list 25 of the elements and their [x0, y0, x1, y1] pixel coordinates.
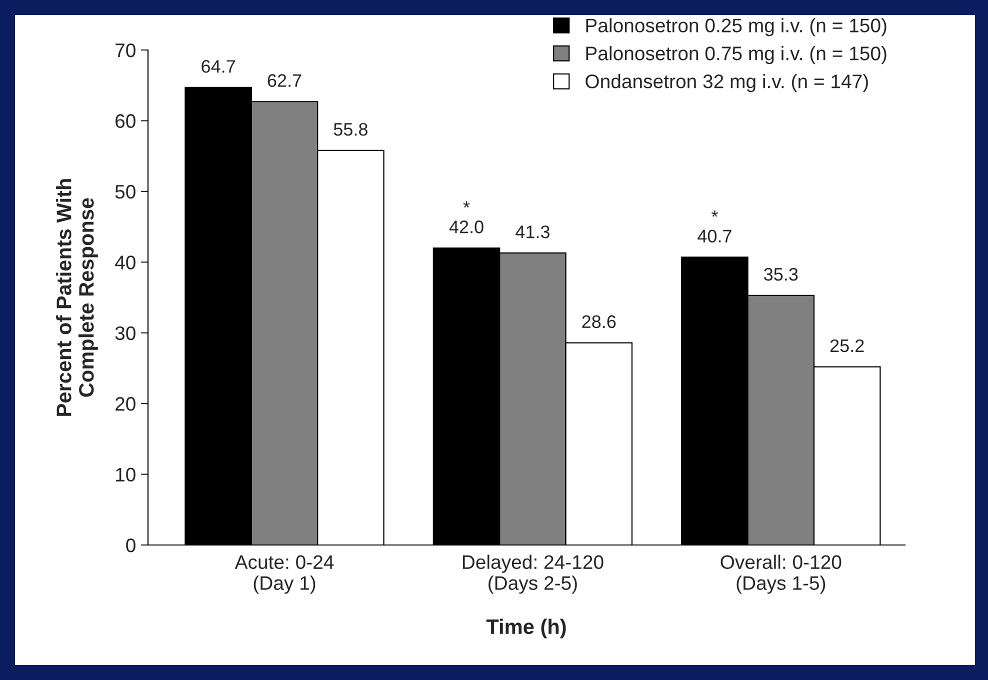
legend-label: Palonosetron 0.75 mg i.v. (n = 150): [586, 46, 886, 64]
data-label: 55.8: [334, 122, 368, 136]
legend-label: Palonosetron 0.25 mg i.v. (n = 150): [586, 18, 886, 36]
x-tick-label: Acute: 0-24 (Day 1): [234, 555, 334, 594]
y-tick-label: 50: [115, 184, 136, 199]
y-tick-label: 10: [116, 468, 136, 482]
x-tick-label: Delayed: 24-120 (Days 2-5): [462, 554, 604, 594]
y-tick-label: 60: [116, 114, 136, 128]
x-axis-title: Time (h): [486, 618, 566, 638]
data-label: 62.7: [268, 74, 302, 87]
y-tick-label: 0: [126, 538, 136, 552]
y-tick-label: 70: [116, 43, 136, 58]
legend-label: Ondansetron 32 mg i.v. (n = 147): [586, 74, 868, 92]
data-label: 28.6: [582, 315, 616, 328]
data-label: 64.7: [202, 60, 235, 73]
y-tick-label: 30: [115, 326, 136, 340]
data-label: 25.2: [830, 339, 864, 352]
y-tick-label: 40: [115, 256, 136, 270]
y-tick-label: 20: [116, 397, 136, 411]
y-axis-title: Percent of Patients With Complete Response: [56, 179, 98, 416]
data-label: * 42.0: [449, 201, 484, 234]
data-label: * 40.7: [698, 210, 732, 243]
x-tick-label: Overall: 0-120 (Days 1-5): [720, 554, 842, 594]
data-label: 41.3: [516, 225, 550, 238]
data-label: 35.3: [764, 268, 798, 281]
